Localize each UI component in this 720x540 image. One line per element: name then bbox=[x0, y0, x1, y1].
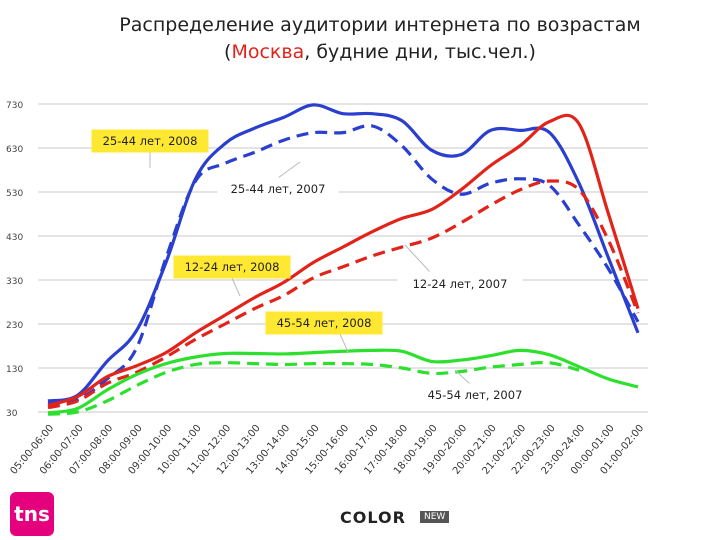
title-open-paren: ( bbox=[224, 41, 232, 63]
annotation-leader bbox=[339, 333, 349, 353]
new-badge: NEW bbox=[420, 511, 450, 523]
series-line-5 bbox=[47, 348, 639, 415]
y-tick-label: 730 bbox=[6, 101, 23, 111]
chart-title-line1: Распределение аудитории интернета по воз… bbox=[119, 14, 641, 36]
annotation-box bbox=[217, 177, 339, 201]
title-suffix: , будние дни, тыс.чел.) bbox=[304, 41, 536, 63]
annotation-box bbox=[415, 383, 535, 407]
tns-logo: tns bbox=[10, 492, 54, 536]
annotation-leader bbox=[454, 369, 471, 385]
annotation-label: 25-44 лет, 2007 bbox=[231, 182, 326, 196]
annotation-box bbox=[173, 255, 291, 279]
annotation-box bbox=[265, 311, 383, 335]
annotation-label: 45-54 лет, 2008 bbox=[277, 316, 372, 330]
title-city: Москва bbox=[231, 41, 305, 63]
chart-title: Распределение аудитории интернета по воз… bbox=[60, 12, 700, 66]
series-line-3 bbox=[47, 113, 640, 407]
annotation-label: 12-24 лет, 2007 bbox=[413, 277, 508, 291]
series-line-6 bbox=[47, 360, 580, 416]
y-tick-label: 630 bbox=[6, 145, 23, 155]
y-tick-label: 230 bbox=[6, 321, 23, 331]
series-line-4 bbox=[47, 179, 640, 410]
series-line-1 bbox=[47, 103, 640, 403]
annotation-box bbox=[397, 271, 523, 297]
annotation-label: 12-24 лет, 2008 bbox=[185, 260, 280, 274]
y-tick-label: 130 bbox=[6, 365, 23, 375]
annotation-label: 45-54 лет, 2007 bbox=[428, 388, 523, 402]
annotation-box bbox=[91, 129, 209, 153]
chart-title-line2: (Москва, будние дни, тыс.чел.) bbox=[60, 39, 700, 66]
y-tick-label: 530 bbox=[6, 189, 23, 199]
y-tick-label: 330 bbox=[6, 277, 23, 287]
y-tick-label: 30 bbox=[6, 409, 18, 419]
annotation-label: 25-44 лет, 2008 bbox=[103, 134, 198, 148]
annotation-leader bbox=[231, 277, 241, 297]
annotation-leader bbox=[277, 161, 301, 179]
y-tick-label: 430 bbox=[6, 233, 23, 243]
color-logo: COLOR bbox=[340, 508, 406, 527]
series-line-2 bbox=[47, 124, 640, 405]
annotation-leader bbox=[404, 244, 431, 273]
